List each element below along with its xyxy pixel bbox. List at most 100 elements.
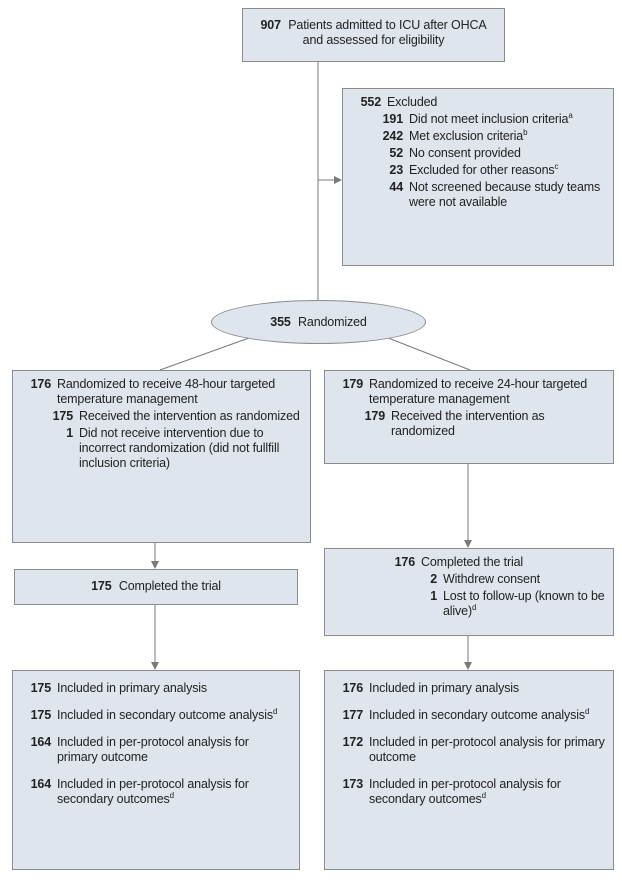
count: 355 bbox=[270, 314, 291, 329]
entry-text: Met exclusion criteriab bbox=[409, 127, 605, 144]
entry-text: Did not receive intervention due to inco… bbox=[79, 426, 302, 471]
label: Randomized bbox=[298, 314, 367, 329]
entry-text: Included in per-protocol analysis for se… bbox=[369, 777, 605, 807]
footnote-mark: d bbox=[481, 790, 486, 800]
entry-text: Excluded for other reasonsc bbox=[409, 162, 605, 178]
entry-text: Included in primary analysis bbox=[57, 681, 291, 696]
label: Randomized to receive 48-hour targeted t… bbox=[57, 377, 276, 406]
entry: 355 Randomized bbox=[270, 314, 367, 330]
completion-box: 175 Completed the trial bbox=[14, 569, 298, 605]
count: 175 bbox=[30, 708, 52, 722]
count: 176 bbox=[394, 555, 416, 569]
entry-text: Lost to follow-up (known to be alive)d bbox=[443, 589, 605, 619]
entry-text: Randomized to receive 48-hour targeted t… bbox=[57, 377, 302, 407]
entry: 176 Included in primary analysis bbox=[333, 681, 605, 696]
label: No consent provided bbox=[409, 146, 521, 160]
count: 173 bbox=[342, 777, 364, 791]
count: 177 bbox=[342, 708, 364, 722]
entry-text: Included in secondary outcome analysisd bbox=[57, 706, 291, 723]
count: 176 bbox=[342, 681, 364, 695]
count: 52 bbox=[389, 146, 403, 160]
entry: 164 Included in per-protocol analysis for… bbox=[21, 777, 291, 807]
label: Did not meet inclusion criteria bbox=[409, 112, 569, 126]
count: 175 bbox=[52, 409, 74, 423]
entry: 52 No consent provided bbox=[373, 146, 605, 161]
count: 175 bbox=[91, 579, 112, 593]
entry: 172 Included in per-protocol analysis for… bbox=[333, 735, 605, 765]
entry-text: Included in primary analysis bbox=[369, 681, 605, 696]
label: Patients admitted to ICU after OHCA and … bbox=[288, 18, 487, 47]
entry: 176 Completed the trial bbox=[385, 555, 605, 570]
footnote-mark: d bbox=[471, 602, 477, 612]
count: 179 bbox=[342, 377, 364, 391]
footnote-mark: a bbox=[568, 110, 573, 120]
entry-text: Excluded bbox=[387, 95, 605, 110]
entry-text: Completed the trial bbox=[421, 555, 605, 570]
entry-text: Received the intervention as randomized bbox=[79, 409, 302, 424]
analysis-box: 176 Included in primary analysis 177 Includ… bbox=[324, 670, 614, 870]
entry-text: No consent provided bbox=[409, 146, 605, 161]
count: 44 bbox=[389, 180, 403, 194]
entry-text: Received the intervention as randomized bbox=[391, 409, 605, 439]
connector bbox=[377, 333, 471, 371]
label: Included in per-protocol analysis for pr… bbox=[369, 735, 605, 764]
count: 242 bbox=[382, 129, 404, 143]
excluded-box: 552 Excluded 191 Did not meet inclusion cri… bbox=[342, 88, 614, 266]
entry: 175 Included in primary analysis bbox=[21, 681, 291, 696]
allocation-box: 176 Randomized to receive 48-hour targete… bbox=[12, 370, 311, 543]
label: Completed the trial bbox=[118, 579, 221, 593]
entry-text: Withdrew consent bbox=[443, 572, 605, 587]
entry: 176 Randomized to receive 48-hour targete… bbox=[21, 377, 302, 407]
label: Included in primary analysis bbox=[369, 681, 520, 695]
arrows bbox=[151, 62, 472, 670]
label: Received the intervention as randomized bbox=[79, 409, 300, 423]
entry: 179 Randomized to receive 24-hour targete… bbox=[333, 377, 605, 407]
entry-text: Did not meet inclusion criteriaa bbox=[409, 110, 605, 127]
entry: 552 Excluded bbox=[351, 95, 605, 110]
entry: 191 Did not meet inclusion criteriaa bbox=[373, 110, 605, 127]
entry-text: Included in secondary outcome analysisd bbox=[369, 706, 605, 723]
label: Lost to follow-up (known to be alive) bbox=[443, 589, 605, 618]
entry: 175 Completed the trial bbox=[23, 576, 289, 594]
entry: 907 Patients admitted to ICU after OHCA … bbox=[251, 15, 496, 51]
count: 1 bbox=[66, 426, 73, 440]
footnote-mark: d bbox=[272, 706, 278, 716]
entry: 179 Received the intervention as randomiz… bbox=[355, 409, 605, 439]
label: Included in secondary outcome analysis bbox=[57, 708, 273, 722]
label: Met exclusion criteria bbox=[409, 129, 524, 143]
footnote-mark: d bbox=[169, 790, 174, 800]
count: 1 bbox=[430, 589, 437, 603]
count: 164 bbox=[30, 777, 52, 791]
randomized-ellipse: 355 Randomized bbox=[211, 300, 426, 344]
label: Randomized to receive 24-hour targeted t… bbox=[369, 377, 588, 406]
entry-text: Included in per-protocol analysis for pr… bbox=[369, 735, 605, 765]
label: Completed the trial bbox=[421, 555, 524, 569]
entry: 173 Included in per-protocol analysis for… bbox=[333, 777, 605, 807]
completion-box: 176 Completed the trial 2 Withdrew consent 1… bbox=[324, 548, 614, 636]
entry: 175 Included in secondary outcome analysi… bbox=[21, 706, 291, 723]
entry-text: Not screened because study teams were no… bbox=[409, 180, 605, 210]
label: Not screened because study teams were no… bbox=[409, 180, 601, 209]
entry: 164 Included in per-protocol analysis for… bbox=[21, 735, 291, 765]
label: Included in primary analysis bbox=[57, 681, 208, 695]
label: Included in per-protocol analysis for pr… bbox=[57, 735, 249, 764]
count: 191 bbox=[382, 112, 404, 126]
label: Included in per-protocol analysis for se… bbox=[369, 777, 561, 806]
count: 23 bbox=[389, 163, 403, 177]
entry: 2 Withdrew consent bbox=[407, 572, 605, 587]
entry: 44 Not screened because study teams were … bbox=[373, 180, 605, 210]
entry: 177 Included in secondary outcome analysi… bbox=[333, 706, 605, 723]
label: Received the intervention as randomized bbox=[391, 409, 545, 438]
enrollment-box: 907 Patients admitted to ICU after OHCA … bbox=[242, 8, 505, 62]
entry: 1 Lost to follow-up (known to be alive)d bbox=[407, 589, 605, 619]
count: 176 bbox=[30, 377, 52, 391]
count: 175 bbox=[30, 681, 52, 695]
footnote-mark: d bbox=[584, 706, 590, 716]
analysis-box: 175 Included in primary analysis 175 Includ… bbox=[12, 670, 300, 870]
count: 2 bbox=[430, 572, 437, 586]
footnote-mark: b bbox=[523, 127, 528, 137]
label: Excluded for other reasons bbox=[409, 163, 555, 177]
count: 907 bbox=[260, 18, 281, 32]
allocation-box: 179 Randomized to receive 24-hour targete… bbox=[324, 370, 614, 464]
